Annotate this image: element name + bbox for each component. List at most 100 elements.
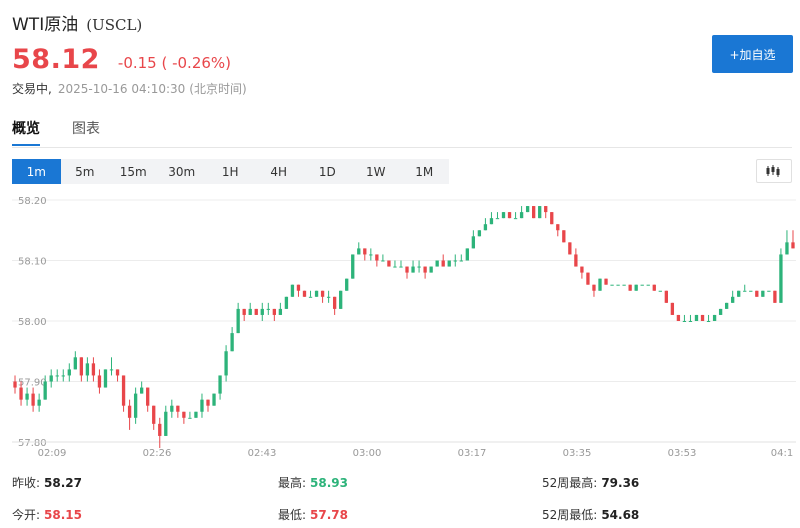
candle-body: [423, 266, 427, 273]
candle-body: [369, 254, 373, 256]
candle-body: [254, 308, 258, 315]
candle-body: [266, 308, 270, 310]
stat-prev-close: 昨收: 58.27: [12, 474, 82, 491]
chart-type-button[interactable]: [756, 159, 792, 183]
candle-body: [550, 212, 554, 225]
candle-body: [121, 375, 126, 406]
candle-body: [43, 381, 47, 400]
candle-body: [489, 218, 494, 225]
stat-value: 54.68: [601, 508, 640, 522]
interval-1h[interactable]: 1H: [221, 164, 239, 179]
stat-value: 79.36: [601, 476, 640, 490]
candle-body: [242, 308, 246, 315]
interval-15m[interactable]: 15m: [119, 164, 147, 179]
candle-body: [640, 284, 644, 286]
candle-body: [724, 302, 729, 309]
candle-body: [332, 296, 337, 309]
candle-body: [574, 254, 578, 267]
status-text: 交易中,: [12, 82, 52, 96]
tab-overview[interactable]: 概览: [12, 118, 40, 146]
candle-body: [761, 290, 765, 297]
candle-body: [206, 399, 210, 406]
candle-body: [339, 290, 343, 309]
candle-body: [743, 290, 747, 292]
stat-label: 最高:: [278, 476, 307, 490]
candle-body: [731, 296, 735, 303]
candle-body: [670, 302, 675, 315]
candle-body: [501, 212, 506, 219]
interval-1w[interactable]: 1W: [366, 164, 386, 179]
candle-body: [610, 284, 614, 286]
y-tick-label: 57.90: [18, 378, 47, 389]
interval-30m[interactable]: 30m: [168, 164, 196, 179]
candlestick-icon: [766, 165, 780, 177]
candle-body: [97, 375, 102, 388]
candle-body: [682, 321, 687, 322]
add-to-watchlist-button[interactable]: +加自选: [712, 35, 793, 73]
candle-body: [417, 266, 421, 268]
stat-open: 今开: 58.15: [12, 506, 82, 523]
stat-label: 最低:: [278, 508, 307, 522]
x-tick-label: 03:35: [563, 448, 592, 459]
candle-body: [453, 260, 457, 262]
candle-body: [146, 387, 150, 406]
candle-body: [357, 248, 361, 255]
candle-body: [616, 284, 620, 286]
candle-body: [544, 206, 548, 213]
candle-body: [320, 290, 325, 297]
price-row: 58.12 -0.15 ( -0.26%): [12, 44, 231, 75]
stat-high: 最高: 58.93: [278, 474, 348, 491]
candle-body: [519, 212, 524, 219]
candle-body: [248, 308, 252, 315]
candle-body: [465, 248, 469, 261]
candle-body: [459, 260, 463, 262]
candle-body: [260, 308, 264, 315]
candle-body: [152, 405, 156, 424]
candle-body: [31, 393, 35, 406]
candle-body: [700, 314, 705, 321]
candle-body: [773, 290, 777, 303]
candle-body: [598, 278, 602, 291]
y-tick-label: 58.20: [18, 196, 47, 207]
candle-body: [791, 242, 795, 249]
candle-body: [477, 230, 482, 237]
candle-body: [127, 405, 132, 418]
y-tick-label: 58.00: [18, 317, 47, 328]
candle-body: [507, 212, 512, 219]
candle-body: [61, 375, 65, 377]
candle-body: [91, 363, 96, 376]
stat-value: 58.15: [44, 508, 83, 522]
candle-body: [399, 266, 403, 268]
candle-body: [194, 411, 198, 418]
candle-body: [658, 290, 662, 292]
interval-1m[interactable]: 1m: [12, 159, 61, 184]
tab-chart[interactable]: 图表: [72, 121, 100, 137]
interval-1d[interactable]: 1D: [318, 164, 336, 179]
candle-body: [236, 308, 240, 334]
x-tick-label: 02:43: [248, 448, 277, 459]
x-tick-label: 04:1: [771, 448, 793, 459]
stat-value: 58.93: [310, 476, 349, 490]
last-price: 58.12: [12, 44, 100, 75]
main-tabs: 概览 图表: [12, 118, 100, 146]
interval-4h[interactable]: 4H: [270, 164, 288, 179]
candle-body: [381, 260, 385, 262]
candle-body: [314, 290, 319, 297]
stat-low: 最低: 57.78: [278, 506, 348, 523]
candle-body: [224, 351, 228, 376]
candle-body: [622, 284, 626, 286]
interval-5m[interactable]: 5m: [75, 164, 95, 179]
candle-body: [67, 369, 71, 376]
candle-body: [405, 266, 409, 273]
candle-body: [49, 375, 53, 382]
candle-body: [688, 321, 693, 322]
interval-1mo[interactable]: 1M: [415, 164, 434, 179]
y-tick-label: 57.80: [18, 438, 47, 449]
y-tick-label: 58.10: [18, 257, 47, 268]
candle-body: [676, 314, 681, 321]
candle-body: [218, 375, 222, 394]
x-tick-label: 02:09: [38, 448, 67, 459]
candle-body: [429, 266, 433, 273]
stat-value: 58.27: [44, 476, 83, 490]
